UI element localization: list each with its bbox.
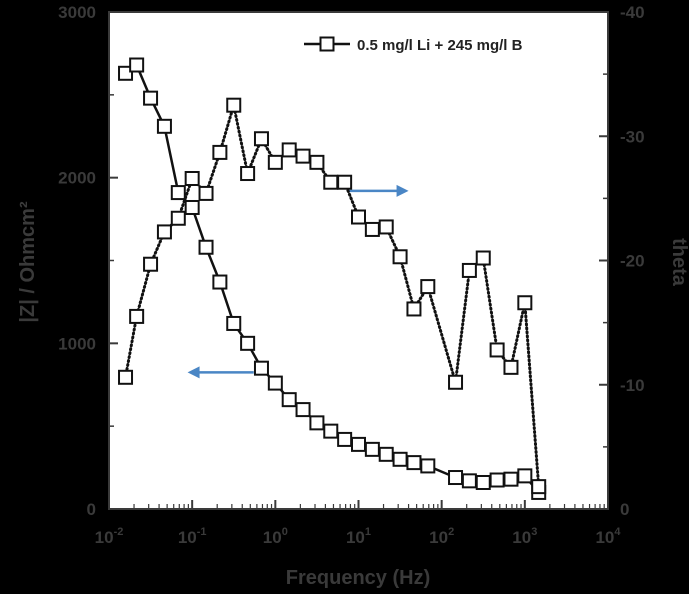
series-1-marker [143,90,159,106]
series-2-marker [406,301,422,317]
series-1-marker [295,402,311,418]
series-1-marker [156,118,172,134]
right-y-tick-label: 0 [620,500,629,519]
series-2-marker [295,148,311,164]
series-2-marker [240,166,256,182]
series-2 [118,97,547,495]
series-2-marker [156,224,172,240]
annotation-layer [187,184,409,379]
series-2-marker [517,295,533,311]
series-1-marker [420,458,436,474]
series-2-marker [448,374,464,390]
series-1-marker [240,335,256,351]
series-2-marker [118,369,134,385]
series-2-marker [212,144,228,160]
series-1-marker [461,473,477,489]
right-y-tick-label: -20 [620,252,645,271]
series-1-marker [184,199,200,215]
series-2-marker [129,308,145,324]
series-2-marker [378,219,394,235]
series-2-marker [392,249,408,265]
series-2-marker [323,174,339,190]
series-1-marker [475,474,491,490]
series-1-marker [212,274,228,290]
right-y-tick-label: -30 [620,127,645,146]
series-1-marker [198,239,214,255]
legend-marker [319,36,335,52]
series-1-marker [129,57,145,73]
series-2-marker [337,174,353,190]
x-tick-label: 101 [346,526,371,547]
x-tick-label: 10-1 [178,526,207,547]
left-y-axis-title: |Z| / Ohmcm² [17,201,39,323]
series-1-marker [118,65,134,81]
series-2-marker [170,210,186,226]
series-2-marker [503,359,519,375]
right-y-tick-label: -40 [620,3,645,22]
series-1-marker [364,441,380,457]
series-2-marker [267,154,283,170]
x-tick-label: 104 [595,526,621,547]
series-2-marker [226,97,242,113]
series-1 [118,57,547,500]
series-layer [118,57,547,500]
series-1-marker [337,431,353,447]
x-tick-label: 10-2 [95,526,124,547]
series-1-marker [267,375,283,391]
plot-area [108,11,609,510]
series-1-marker [253,360,269,376]
right-y-tick-label: -10 [620,376,645,395]
right-y-axis-title: theta [668,238,689,287]
series-2-marker [489,342,505,358]
x-tick-label: 102 [429,526,454,547]
series-2-marker [364,221,380,237]
x-axis: 10-2 10-1 100 101 102 103 104 [95,500,621,547]
series-2-marker [198,185,214,201]
series-1-marker [226,315,242,331]
legend-label: 0.5 mg/l Li + 245 mg/l B [357,37,523,54]
series-2-marker [475,250,491,266]
series-1-marker [489,472,505,488]
series-1-marker [517,468,533,484]
series-1-marker [378,446,394,462]
right-y-axis: 0 -10 -20 -30 -40 [599,3,645,519]
series-2-marker [309,154,325,170]
series-1-marker [392,451,408,467]
series-2-marker [184,170,200,186]
series-2-marker [351,209,366,225]
left-y-axis: 0 1000 2000 3000 [58,3,118,519]
left-y-tick-label: 0 [87,500,96,519]
series-2-marker [143,256,159,272]
series-2-marker [531,479,547,495]
series-1-marker [406,455,422,471]
series-1-marker [323,423,339,439]
direction-arrow-right-head [396,184,409,197]
left-y-tick-label: 2000 [58,169,96,188]
x-tick-label: 100 [263,526,288,547]
series-2-marker [281,142,297,158]
series-1-marker [351,436,366,452]
legend: 0.5 mg/l Li + 245 mg/l B [304,36,523,54]
left-y-tick-label: 1000 [58,334,96,353]
series-1-marker [281,392,297,408]
series-1-marker [170,185,186,201]
series-2-marker [420,279,436,295]
series-1-marker [448,470,464,486]
series-1-marker [309,415,325,431]
left-y-tick-label: 3000 [58,3,96,22]
x-axis-title: Frequency (Hz) [286,567,430,589]
series-1-marker [503,471,519,487]
direction-arrow-left-head [187,366,200,379]
x-tick-label: 103 [512,526,537,547]
series-2-marker [253,131,269,147]
series-2-marker [461,262,477,278]
